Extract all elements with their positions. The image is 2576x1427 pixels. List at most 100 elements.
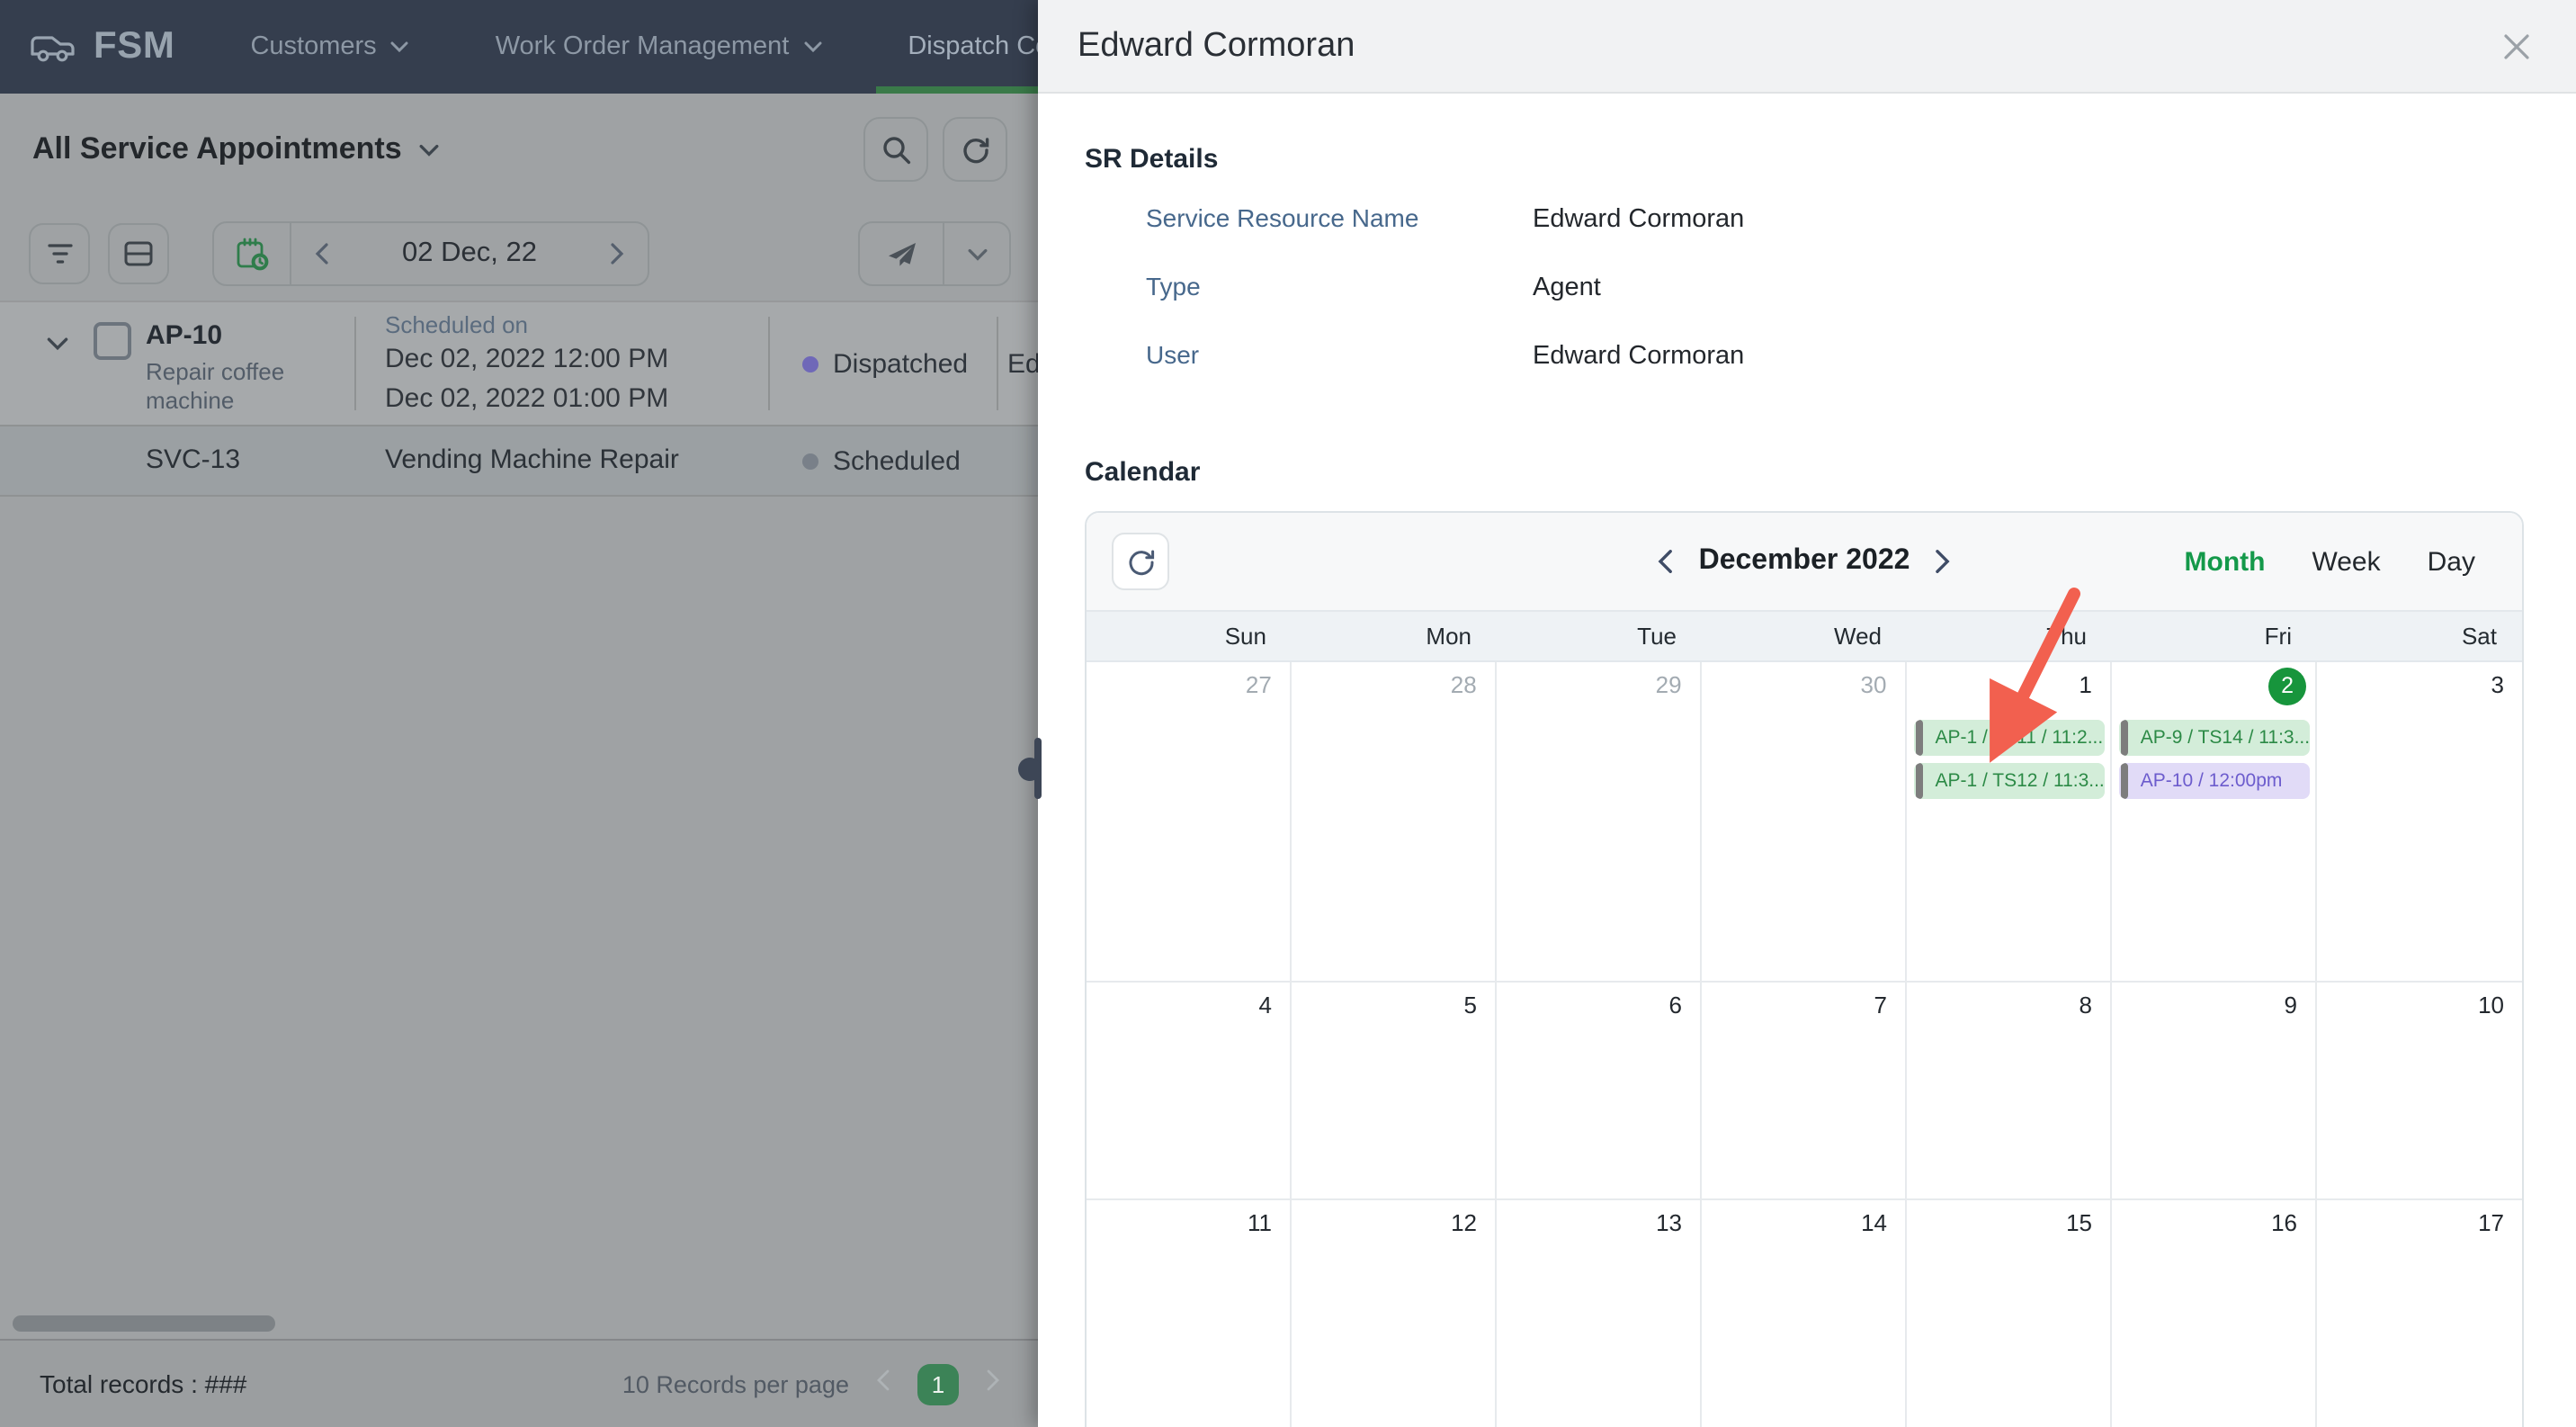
current-date-label[interactable]: 02 Dec, 22: [402, 238, 537, 268]
weekday-label: Fri: [2264, 623, 2292, 650]
next-page-button[interactable]: [986, 1368, 1000, 1400]
nav-item-work-order-management[interactable]: Work Order Management: [452, 0, 865, 94]
next-day-button[interactable]: [586, 243, 648, 265]
calendar-toolbar: December 2022 Month Week Day: [1087, 513, 2522, 610]
calendar-day-cell[interactable]: 28: [1291, 662, 1497, 983]
refresh-button[interactable]: [943, 117, 1007, 182]
calendar-refresh-button[interactable]: [1112, 533, 1169, 590]
day-number: 14: [1861, 1209, 1887, 1236]
detail-field: Service Resource Name Edward Cormoran: [1038, 203, 2576, 234]
card-view-toggle-button[interactable]: [108, 223, 169, 284]
filter-button[interactable]: [29, 223, 90, 284]
date-navigator: 02 Dec, 22: [212, 221, 649, 286]
row-expand-chevron-icon[interactable]: [47, 328, 68, 360]
calendar-day-cell[interactable]: 12: [1292, 1200, 1497, 1427]
calendar-event[interactable]: AP-10 / 12:00pm: [2118, 763, 2311, 799]
close-button[interactable]: [2497, 26, 2536, 66]
view-month[interactable]: Month: [2184, 546, 2266, 577]
day-number: 8: [2079, 992, 2092, 1019]
day-number: 5: [1463, 992, 1477, 1019]
date-picker-button[interactable]: [214, 223, 291, 284]
table-row[interactable]: SVC-13 Vending Machine Repair Scheduled: [0, 426, 1040, 497]
previous-month-button[interactable]: [1658, 549, 1674, 574]
schedule-end: Dec 02, 2022 01:00 PM: [385, 383, 669, 414]
calendar-week-row: 4 5 6 7 8 9 10: [1087, 983, 2522, 1200]
calendar-day-cell[interactable]: 27: [1087, 662, 1292, 983]
records-per-page-label[interactable]: 10 Records per page: [622, 1370, 849, 1397]
view-day[interactable]: Day: [2427, 546, 2475, 577]
calendar-day-cell[interactable]: 30: [1701, 662, 1907, 983]
calendar-event[interactable]: AP-1 / TS11 / 11:2...: [1913, 720, 2105, 756]
calendar-clock-icon: [236, 237, 268, 270]
nav-item-customers[interactable]: Customers: [207, 0, 452, 94]
day-number: 15: [2066, 1209, 2092, 1236]
calendar-day-cell[interactable]: 2 AP-9 / TS14 / 11:3... AP-10 / 12:00pm: [2111, 662, 2318, 983]
current-page-number[interactable]: 1: [917, 1363, 959, 1405]
calendar-day-cell[interactable]: 14: [1702, 1200, 1907, 1427]
view-week[interactable]: Week: [2312, 546, 2381, 577]
scrollbar-thumb[interactable]: [13, 1315, 275, 1332]
calendar-day-cell[interactable]: 5: [1292, 983, 1497, 1200]
calendar-day-cell[interactable]: 10: [2317, 983, 2522, 1200]
navbar-menu: Customers Work Order Management Dispatch…: [207, 0, 1155, 94]
field-label: User: [1146, 340, 1200, 369]
weekday-label: Thu: [2046, 623, 2087, 650]
calendar-day-cell[interactable]: 6: [1497, 983, 1702, 1200]
sr-details-heading: SR Details: [1085, 144, 1219, 175]
panel-header: Edward Cormoran: [1038, 0, 2576, 94]
day-number: 4: [1258, 992, 1272, 1019]
previous-day-button[interactable]: [291, 243, 353, 265]
calendar-day-cell[interactable]: 8: [1907, 983, 2112, 1200]
appointments-table: AP-10 Repair coffee machine Scheduled on…: [0, 301, 1226, 497]
day-number: 13: [1656, 1209, 1682, 1236]
paper-plane-icon: [888, 242, 915, 265]
chevron-down-icon: [967, 247, 987, 260]
calendar-day-cell[interactable]: 4: [1087, 983, 1292, 1200]
day-number: 16: [2271, 1209, 2297, 1236]
detail-field: Type Agent: [1038, 272, 2576, 302]
calendar-card: December 2022 Month Week Day Sun Mon Tue: [1085, 511, 2524, 1427]
calendar-day-cell[interactable]: 11: [1087, 1200, 1292, 1427]
calendar-day-cell[interactable]: 7: [1702, 983, 1907, 1200]
calendar-day-cell[interactable]: 29: [1496, 662, 1702, 983]
calendar-day-cell[interactable]: 1 AP-1 / TS11 / 11:2... AP-1 / TS12 / 11…: [1906, 662, 2112, 983]
calendar-day-cell[interactable]: 3: [2317, 662, 2522, 983]
calendar-day-cell[interactable]: 16: [2112, 1200, 2317, 1427]
total-records-label: Total records : ###: [40, 1369, 247, 1398]
day-number: 7: [1874, 992, 1887, 1019]
panel-title: Edward Cormoran: [1078, 26, 1355, 64]
next-month-button[interactable]: [1935, 549, 1951, 574]
row-checkbox[interactable]: [94, 322, 131, 360]
status-dot: [802, 453, 818, 470]
calendar-day-cell[interactable]: 13: [1497, 1200, 1702, 1427]
detail-field: User Edward Cormoran: [1038, 340, 2576, 371]
field-label: Service Resource Name: [1146, 203, 1419, 232]
calendar-event[interactable]: AP-1 / TS12 / 11:3...: [1913, 763, 2105, 799]
status-badge: Scheduled: [802, 446, 961, 477]
horizontal-scrollbar[interactable]: [0, 1315, 1040, 1337]
panel-resize-handle[interactable]: [1018, 738, 1042, 799]
service-id[interactable]: SVC-13: [146, 444, 241, 475]
app-logo[interactable]: FSM: [0, 25, 207, 68]
calendar-day-cell[interactable]: 17: [2317, 1200, 2522, 1427]
list-selector-dropdown[interactable]: [420, 133, 440, 166]
column-divider: [354, 317, 356, 410]
calendar-event[interactable]: AP-9 / TS14 / 11:3...: [2118, 720, 2311, 756]
search-button[interactable]: [863, 117, 928, 182]
list-header: All Service Appointments: [0, 94, 1040, 205]
truck-icon: [31, 35, 75, 61]
field-value: Agent: [1533, 274, 1601, 302]
weekday-label: Sat: [2461, 623, 2497, 650]
status-badge: Dispatched: [802, 349, 968, 380]
appointment-id[interactable]: AP-10: [146, 320, 223, 351]
schedule-start: Dec 02, 2022 12:00 PM: [385, 344, 669, 374]
calendar-day-cell[interactable]: 9: [2112, 983, 2317, 1200]
previous-page-button[interactable]: [876, 1368, 890, 1400]
weekday-label: Mon: [1426, 623, 1471, 650]
close-icon: [2504, 33, 2529, 58]
send-button[interactable]: [860, 223, 944, 284]
table-row[interactable]: AP-10 Repair coffee machine Scheduled on…: [0, 301, 1226, 426]
send-options-dropdown[interactable]: [944, 223, 1009, 284]
day-number: 17: [2478, 1209, 2504, 1236]
calendar-day-cell[interactable]: 15: [1907, 1200, 2112, 1427]
